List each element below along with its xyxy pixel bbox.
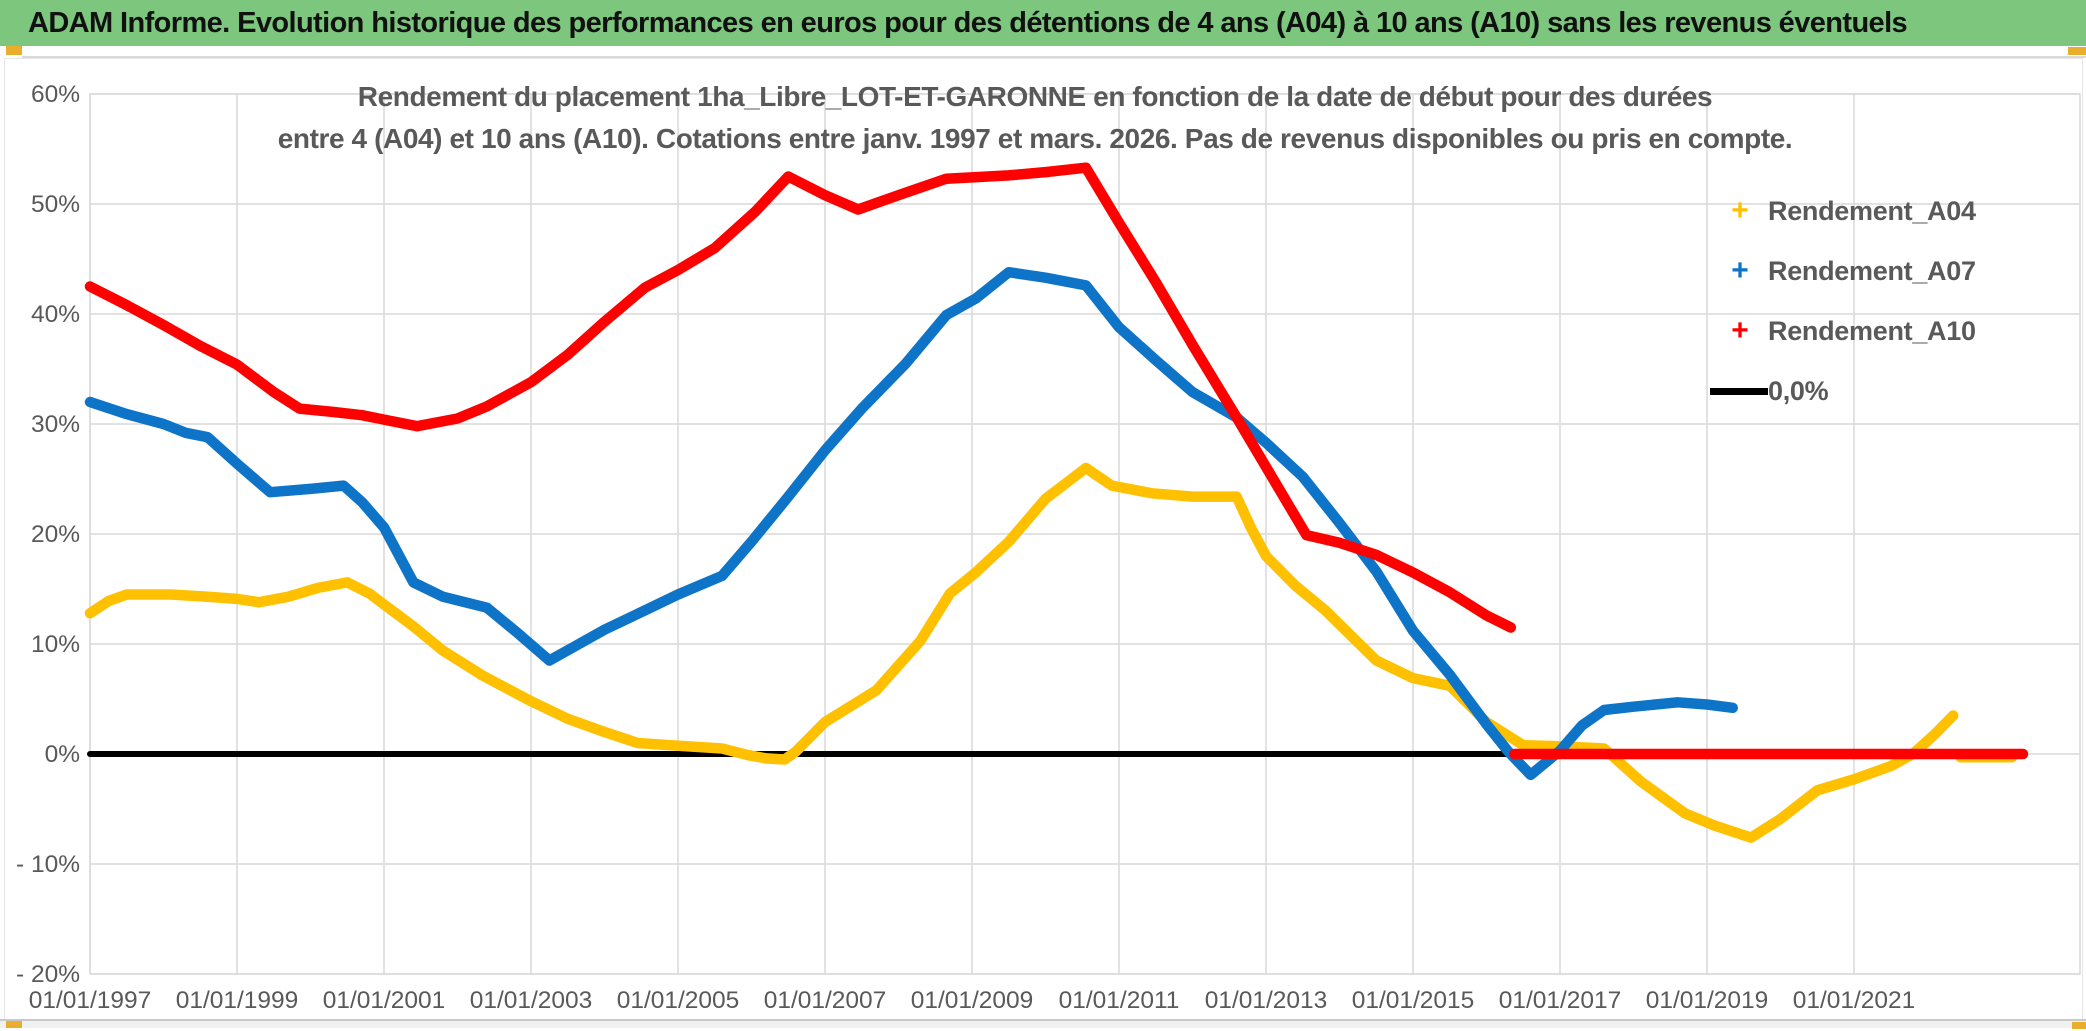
y-tick-label: 20% <box>31 521 80 548</box>
x-tick-label: 01/01/1999 <box>176 987 299 1014</box>
x-tick-label: 01/01/2003 <box>470 987 593 1014</box>
y-tick-label: 30% <box>31 411 80 438</box>
chart-title: Rendement du placement 1ha_Libre_LOT-ET-… <box>90 76 1980 160</box>
chart-area <box>4 58 2083 1020</box>
series-rendement-a10 <box>84 162 2029 760</box>
x-tick-label: 01/01/2009 <box>911 987 1034 1014</box>
bottom-left-accent-square <box>6 1021 22 1028</box>
legend-label: Rendement_A10 <box>1768 315 1976 346</box>
sheet-header-bar: ADAM Informe. Evolution historique des p… <box>0 0 2086 46</box>
y-tick-label: - 10% <box>16 851 80 878</box>
plot-border <box>89 93 2081 975</box>
legend-label: 0,0% <box>1768 375 1829 406</box>
x-tick-label: 01/01/2019 <box>1646 987 1769 1014</box>
y-tick-label: 40% <box>31 301 80 328</box>
x-tick-label: 01/01/2011 <box>1059 987 1180 1014</box>
legend-item-rendement-a04[interactable]: + Rendement_A04 <box>1712 181 1976 241</box>
legend-item-rendement-a10[interactable]: + Rendement_A10 <box>1712 301 1976 361</box>
chart-title-line1: Rendement du placement 1ha_Libre_LOT-ET-… <box>357 81 1713 112</box>
x-tick-label: 01/01/2001 <box>323 987 446 1014</box>
header-divider <box>22 56 2086 58</box>
series-rendement-a07 <box>84 266 1738 781</box>
plus-marker-icon: + <box>1731 314 1749 347</box>
legend-label: Rendement_A07 <box>1768 255 1976 286</box>
chart-legend: + Rendement_A04 + Rendement_A07 + Rendem… <box>1710 181 1976 421</box>
x-axis-labels: 01/01/1997 01/01/1999 01/01/2001 01/01/2003… <box>29 987 1916 1014</box>
y-tick-label: 50% <box>31 191 80 218</box>
legend-item-rendement-a07[interactable]: + Rendement_A07 <box>1712 241 1976 301</box>
x-tick-label: 01/01/2005 <box>617 987 740 1014</box>
plus-marker-icon: + <box>1731 254 1749 287</box>
page-title: ADAM Informe. Evolution historique des p… <box>28 7 1908 39</box>
y-axis-labels: 60% 50% 40% 30% 20% 10% 0% - 10% - 20% <box>16 81 80 988</box>
y-tick-label: - 20% <box>16 961 80 988</box>
x-tick-label: 01/01/2015 <box>1352 987 1475 1014</box>
bottom-right-accent-square <box>2072 1022 2086 1029</box>
x-tick-label: 01/01/2021 <box>1793 987 1916 1014</box>
zero-line-marker-icon <box>1710 387 1768 395</box>
bottom-strip <box>0 1021 2086 1028</box>
x-tick-label: 01/01/2017 <box>1499 987 1622 1014</box>
legend-item-zero-line[interactable]: 0,0% <box>1710 361 1976 421</box>
top-left-accent-square <box>6 46 22 55</box>
y-tick-label: 10% <box>31 631 80 658</box>
x-tick-label: 01/01/1997 <box>29 987 152 1014</box>
x-tick-label: 01/01/2013 <box>1205 987 1328 1014</box>
y-tick-label: 60% <box>31 81 80 108</box>
y-tick-label: 0% <box>45 741 80 768</box>
x-tick-label: 01/01/2007 <box>764 987 887 1014</box>
bottom-divider <box>0 1019 2086 1021</box>
plus-marker-icon: + <box>1731 194 1749 227</box>
legend-label: Rendement_A04 <box>1768 195 1976 226</box>
chart-title-line2: entre 4 (A04) et 10 ans (A10). Cotations… <box>277 123 1793 154</box>
top-right-accent-square <box>2068 47 2086 55</box>
